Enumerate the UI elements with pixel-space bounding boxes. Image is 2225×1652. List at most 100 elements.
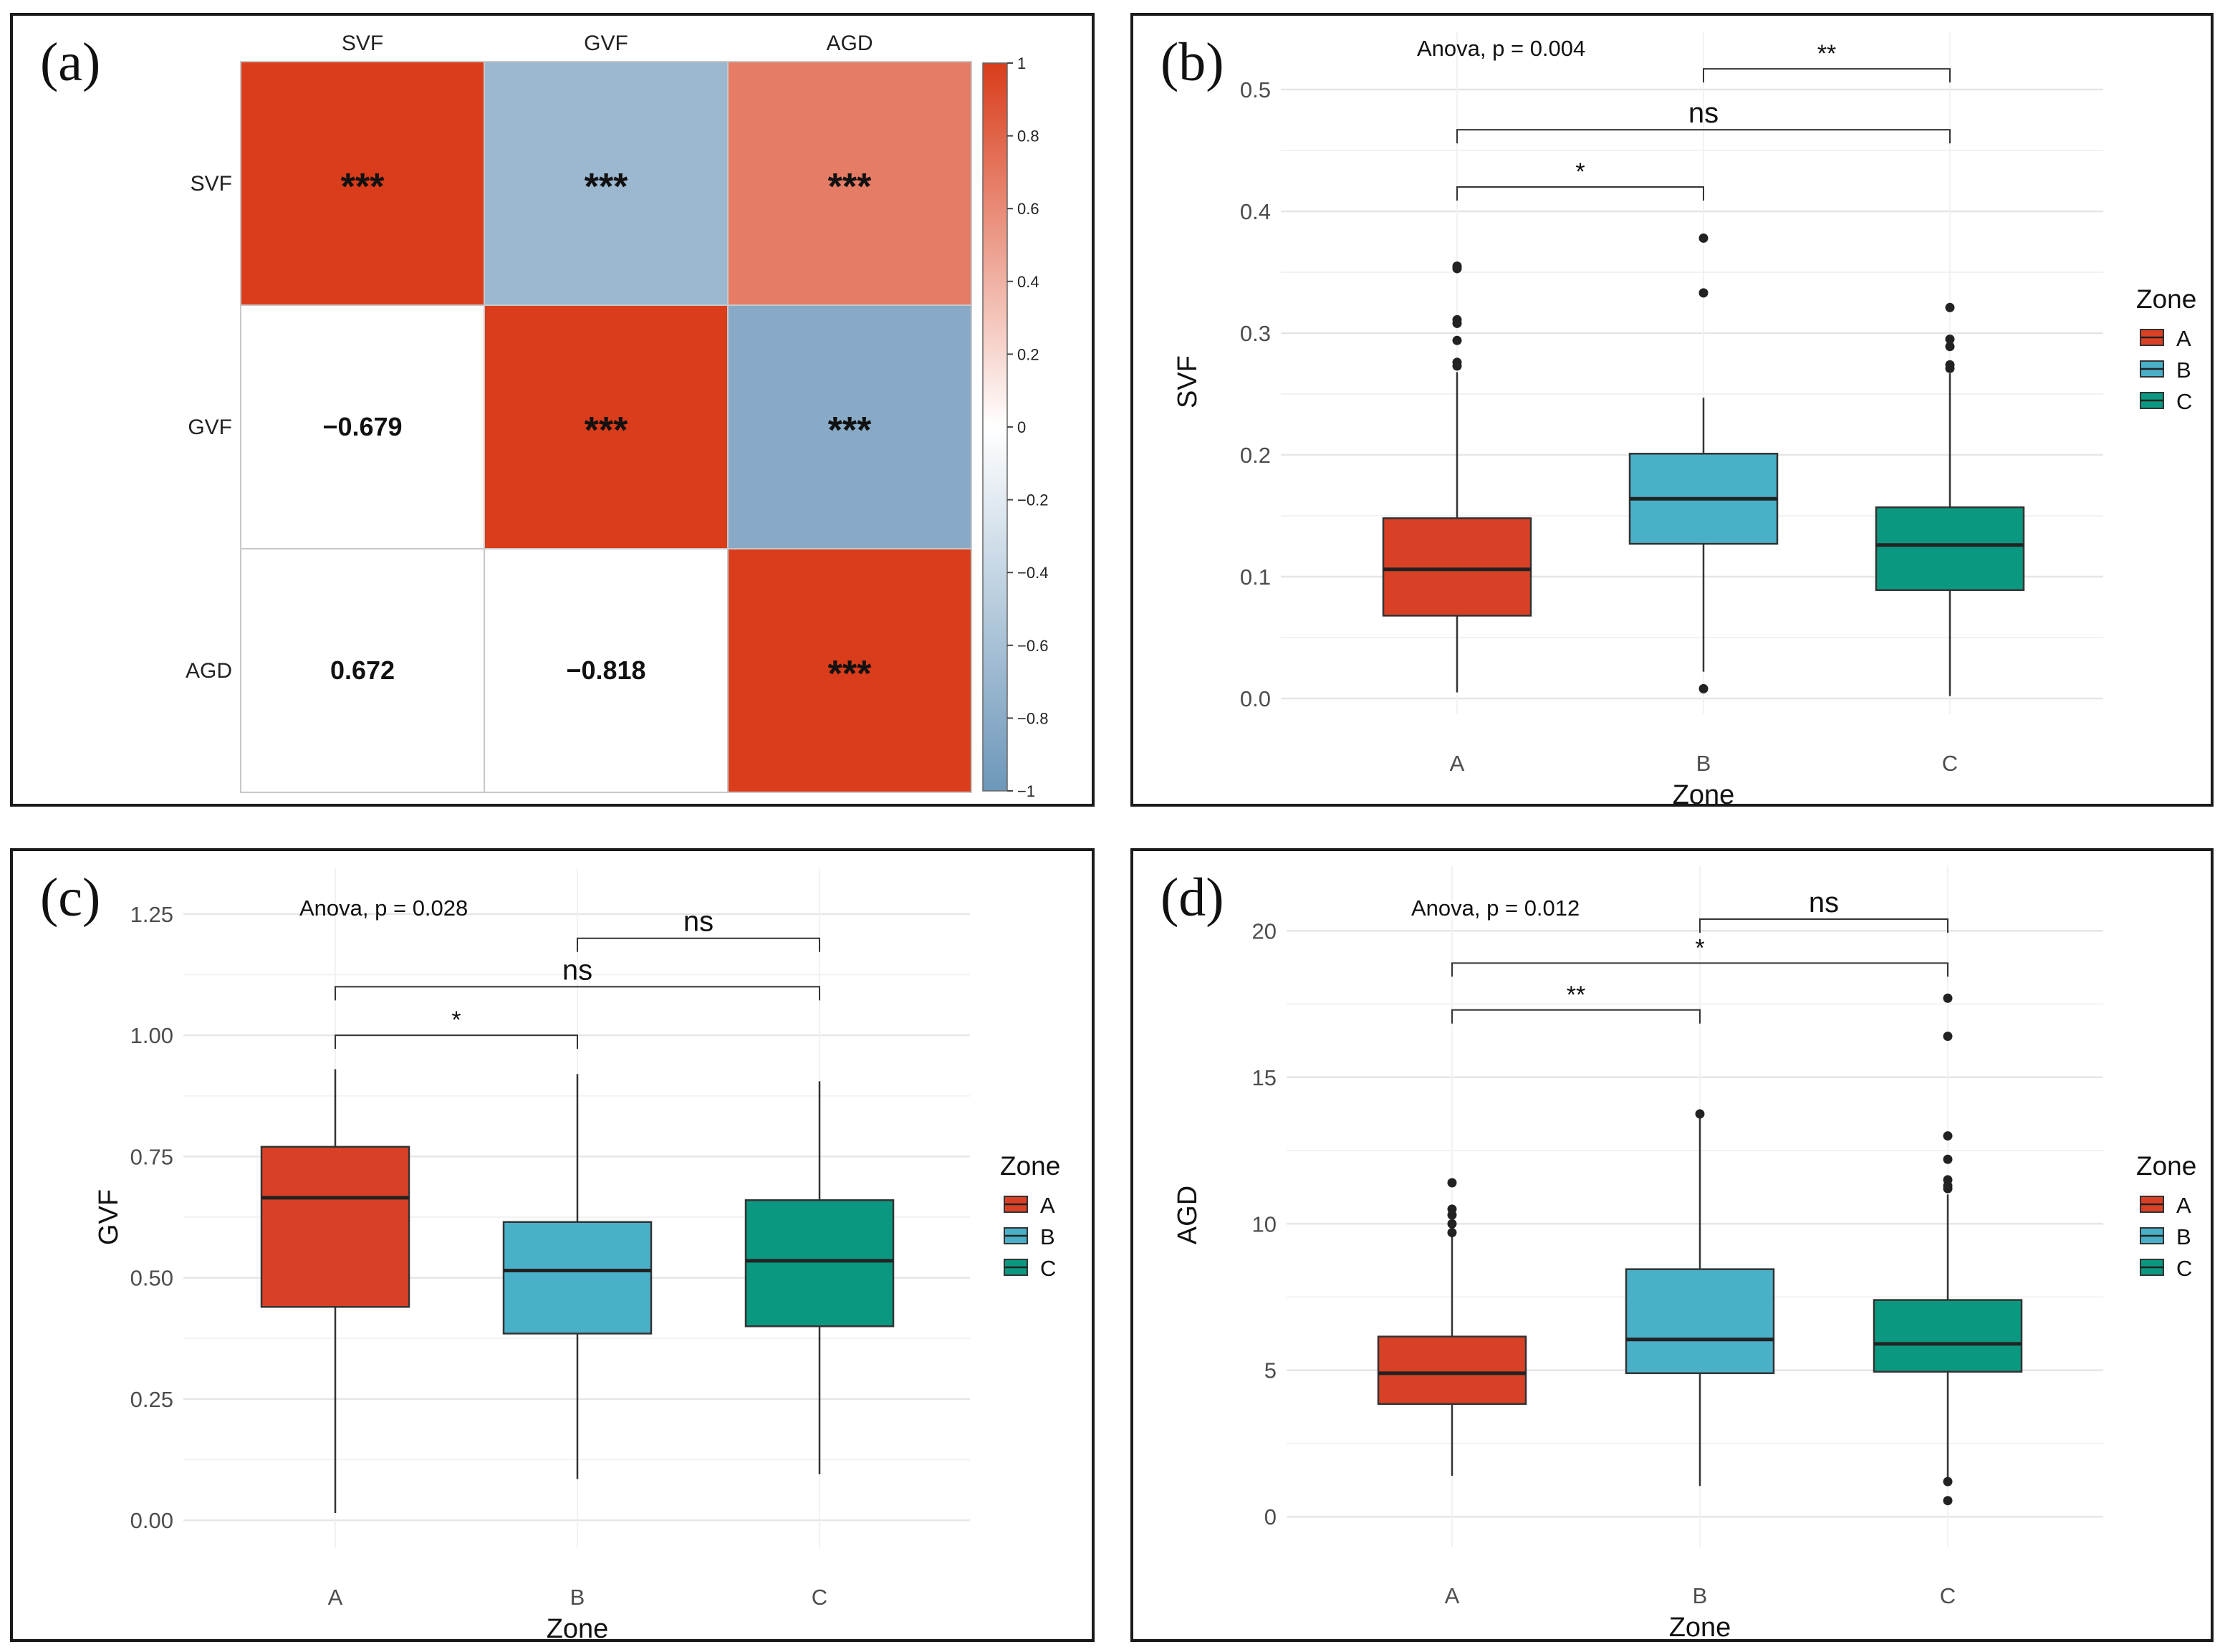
y-tick-label: 0.4: [1240, 199, 1271, 224]
significance-bracket: [1703, 68, 1951, 83]
outlier-point: [1452, 361, 1462, 371]
legend-label: A: [2176, 326, 2191, 351]
correlation-cell: [727, 61, 972, 306]
colorbar-tick-label: −0.6: [1017, 637, 1048, 655]
significance-bracket: [335, 1034, 578, 1050]
colorbar-tick-label: −0.4: [1017, 564, 1048, 582]
colorbar-tick-label: −1: [1017, 782, 1035, 800]
correlation-value: −0.818: [566, 655, 645, 685]
outlier-point: [1447, 1228, 1457, 1238]
y-tick-label: 0: [1264, 1504, 1277, 1529]
box-A: [1382, 517, 1532, 617]
y-axis-title: SVF: [1173, 355, 1203, 408]
colorbar-tick-label: −0.8: [1017, 709, 1048, 727]
significance-label: **: [1817, 40, 1836, 67]
row-label: SVF: [191, 172, 232, 196]
outlier-point: [1945, 302, 1955, 312]
box-C: [744, 1199, 895, 1327]
x-axis-title: Zone: [1673, 780, 1735, 804]
x-tick-label: B: [1693, 1583, 1708, 1608]
significance-label: **: [1567, 981, 1585, 1009]
correlation-cell: [484, 304, 729, 549]
significance-label: *: [451, 1007, 461, 1034]
panel-label: (d): [1160, 868, 1224, 928]
outlier-point: [1943, 1496, 1953, 1506]
correlation-value: 0.672: [330, 655, 395, 685]
anova-text: Anova, p = 0.028: [299, 895, 468, 921]
correlation-cell: [240, 548, 485, 793]
colorbar-tick-label: 0.2: [1017, 345, 1039, 363]
significance-bracket: [1451, 962, 1948, 977]
box-A: [1377, 1335, 1527, 1406]
box-C: [1875, 506, 2025, 591]
svf-boxplot: 0.00.10.20.30.40.5A B C*ns**Anova, p = 0.0…: [1160, 32, 2196, 804]
y-tick-label: 5: [1264, 1358, 1277, 1383]
box-B: [502, 1221, 653, 1335]
significance-stars: ***: [828, 653, 872, 695]
legend-label: B: [1040, 1224, 1055, 1249]
outlier-point: [1943, 1154, 1953, 1164]
significance-label: ns: [1809, 887, 1839, 918]
correlation-value: −0.679: [322, 412, 402, 441]
outlier-point: [1452, 264, 1462, 274]
y-tick-label: 0.3: [1240, 321, 1271, 346]
row-label: GVF: [188, 416, 232, 439]
y-axis-title: GVF: [94, 1189, 124, 1245]
anova-text: Anova, p = 0.012: [1411, 895, 1580, 921]
outlier-point: [1943, 1476, 1953, 1487]
panel-label: (a): [40, 32, 100, 92]
significance-bracket: [577, 937, 820, 952]
correlation-panel: (a) SVF SVF GVF GVF AGD AGD *** *** *** −0.679 *** *…: [10, 13, 1095, 807]
y-tick-label: 1.00: [130, 1023, 173, 1048]
legend-label: C: [1040, 1256, 1056, 1281]
y-tick-label: 10: [1252, 1211, 1277, 1236]
significance-label: ns: [683, 906, 713, 938]
correlation-cell: [240, 61, 485, 306]
significance-label: *: [1575, 158, 1585, 186]
x-tick-label: A: [328, 1585, 343, 1610]
significance-stars: ***: [828, 166, 872, 208]
y-tick-label: 15: [1252, 1065, 1277, 1090]
significance-bracket: [1456, 129, 1951, 144]
correlation-cell: [727, 548, 972, 793]
significance-stars: ***: [585, 410, 628, 451]
outlier-point: [1945, 335, 1955, 344]
legend-label: C: [2176, 1256, 2192, 1281]
y-tick-label: 0.2: [1240, 443, 1271, 468]
x-tick-label: A: [1445, 1583, 1460, 1608]
colorbar: [982, 62, 1008, 792]
correlation-cell: [484, 61, 729, 306]
x-tick-label: A: [1450, 751, 1465, 776]
outlier-point: [1447, 1210, 1457, 1220]
column-label: GVF: [584, 32, 628, 55]
outlier-point: [1943, 1183, 1953, 1194]
colorbar-tick-label: 0.8: [1017, 128, 1039, 145]
outlier-point: [1698, 288, 1709, 298]
legend-label: A: [2176, 1193, 2191, 1218]
box-C: [1873, 1299, 2023, 1373]
x-tick-label: B: [570, 1585, 585, 1610]
x-tick-label: C: [1940, 1583, 1956, 1608]
significance-bracket: [1699, 918, 1948, 933]
outlier-point: [1695, 1109, 1705, 1119]
legend-title: Zone: [1000, 1151, 1060, 1181]
outlier-point: [1943, 1131, 1953, 1141]
correlation-cell: [240, 304, 485, 549]
y-axis-title: AGD: [1173, 1186, 1203, 1244]
y-tick-label: 0.25: [130, 1387, 173, 1412]
significance-label: *: [1695, 934, 1704, 961]
outlier-point: [1452, 318, 1462, 328]
significance-bracket: [1456, 186, 1704, 201]
colorbar-tick-label: 0.6: [1017, 200, 1039, 218]
significance-label: ns: [1688, 97, 1719, 129]
colorbar-tick-label: −0.2: [1017, 491, 1048, 509]
y-tick-label: 1.25: [130, 902, 173, 927]
significance-stars: ***: [585, 166, 628, 208]
y-tick-label: 0.5: [1240, 77, 1271, 102]
legend-label: C: [2176, 389, 2192, 414]
legend-label: B: [2176, 1224, 2191, 1249]
significance-label: ns: [562, 954, 592, 986]
x-axis-title: Zone: [547, 1614, 609, 1639]
y-tick-label: 0.0: [1240, 686, 1271, 711]
